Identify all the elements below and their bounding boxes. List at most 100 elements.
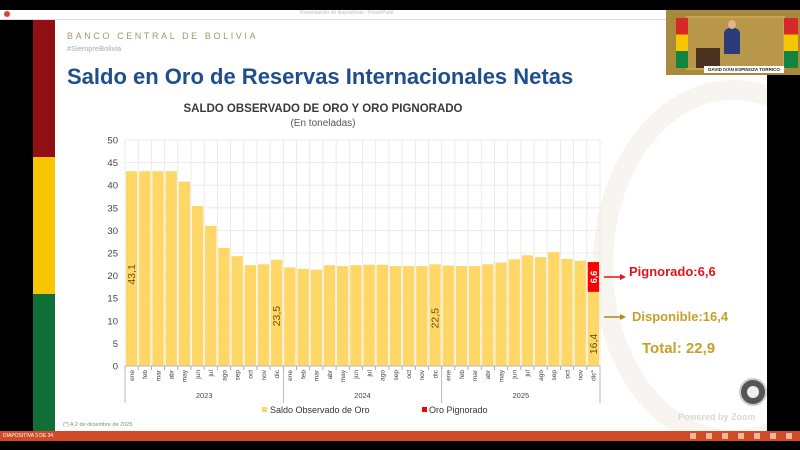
legend-label-pignorado: Oro Pignorado [429,405,488,415]
x-tick-label: ene [287,370,294,381]
bar-saldo-observado [218,248,230,366]
zoom-out-icon[interactable] [786,433,792,439]
bottom-black-bar [0,441,800,450]
x-tick-label: may [340,369,347,382]
flag-stripe-yellow [33,157,55,294]
slide-sorter-icon[interactable] [738,433,744,439]
bar-saldo-observado [165,171,177,366]
x-tick-label: nov [419,369,426,380]
bar-saldo-observado [271,259,283,366]
x-tick-label: mar [472,369,479,381]
annotation-total: Total: 22,9 [642,340,716,357]
x-tick-label: ago [221,370,228,381]
bar-saldo-observado [337,266,349,366]
bar-saldo-observado [416,266,428,366]
x-tick-label: oct [564,370,571,379]
y-tick-label: 5 [113,339,118,350]
data-label: 6,6 [589,271,599,284]
chart-subtitle: (En toneladas) [290,118,356,129]
bar-saldo-observado [323,265,336,366]
x-tick-label: nov [578,369,585,380]
x-tick-label: feb [142,370,149,379]
bar-saldo-observado [561,258,573,366]
bar-saldo-observado [482,264,494,366]
speaker-caption: DAVID IVÁN ESPINOZA TORRICO [704,66,784,73]
x-tick-label: sep [234,370,241,381]
bar-saldo-observado [429,264,441,366]
normal-view-icon[interactable] [722,433,728,439]
y-tick-label: 45 [107,158,118,169]
x-tick-label: oct [248,370,255,379]
org-name: BANCO CENTRAL DE BOLIVIA [67,31,259,41]
x-tick-label: jul [525,369,532,377]
powered-by-zoom: Powered by Zoom [678,412,756,422]
x-tick-label: ago [380,370,387,381]
data-label: 23,5 [271,306,283,327]
x-tick-label: sep [393,370,400,381]
slideshow-icon[interactable] [770,433,776,439]
video-flag-left [676,18,688,68]
arrowhead-pignorado-icon [620,273,626,280]
x-tick-label: oct [406,370,413,379]
notes-icon[interactable] [690,433,696,439]
bar-oro-pignorado [587,262,600,292]
reading-view-icon[interactable] [754,433,760,439]
browser-bar: Presentación de diapositivas - PowerPoin… [0,10,800,20]
x-tick-label: ene [129,370,136,381]
bar-saldo-observado [284,267,296,366]
y-tick-label: 15 [107,294,118,305]
y-tick-label: 0 [113,362,118,373]
x-tick-label: dic* [591,370,598,381]
arrowhead-disponible-icon [620,314,626,320]
y-tick-label: 10 [107,316,118,327]
presentation-status-bar: DIAPOSITIVA 3 DE 34 [0,431,800,441]
bar-saldo-observado [574,260,586,366]
bar-saldo-observado [508,259,520,366]
x-tick-label: abr [485,369,492,379]
top-black-bar [0,0,800,10]
x-tick-label: jun [353,370,360,380]
bar-saldo-observado [178,181,191,366]
video-flag-right [784,18,798,68]
x-tick-label: jul [208,369,215,377]
year-label: 2025 [512,391,529,400]
flag-stripe-green [33,294,55,431]
annotation-pignorado: Pignorado:6,6 [629,264,716,279]
x-tick-label: jun [512,370,519,380]
bar-saldo-observado [468,266,481,366]
bar-saldo-observado [389,266,402,366]
slide-counter: DIAPOSITIVA 3 DE 34 [3,433,54,439]
view-controls [690,433,792,439]
x-tick-label: may [182,369,189,382]
bar-saldo-observado [587,291,600,366]
x-tick-label: nov [261,369,268,380]
footnote: (*) A 2 de diciembre de 2025 [63,422,133,428]
video-speaker-head [728,20,736,29]
bar-saldo-observado [244,265,257,366]
bar-saldo-observado [534,257,547,366]
x-tick-label: may [498,369,505,382]
bar-saldo-observado [297,268,309,366]
y-tick-label: 20 [107,271,118,282]
year-label: 2023 [196,391,213,400]
slide: BANCO CENTRAL DE BOLIVIA #SiemprеBolivia… [33,20,767,431]
bar-saldo-observado [363,264,375,366]
y-tick-label: 25 [107,249,118,260]
legend-label-saldo: Saldo Observado de Oro [270,405,370,415]
y-tick-label: 50 [107,136,118,147]
bar-saldo-observado [403,266,415,366]
x-tick-label: dic [274,369,281,378]
year-label: 2024 [354,391,371,400]
data-label: 22,5 [430,308,442,329]
app-icon [4,11,10,17]
flag-stripe-red [33,20,55,157]
data-label: 16,4 [588,334,600,355]
x-tick-label: jul [366,369,373,377]
speaker-video[interactable]: DAVID IVÁN ESPINOZA TORRICO [666,10,800,75]
comments-icon[interactable] [706,433,712,439]
chart-title: SALDO OBSERVADO DE ORO Y ORO PIGNORADO [183,103,463,115]
window-title: Presentación de diapositivas - PowerPoin… [300,10,394,16]
bar-saldo-observado [442,265,454,366]
x-tick-label: mar [314,369,321,381]
